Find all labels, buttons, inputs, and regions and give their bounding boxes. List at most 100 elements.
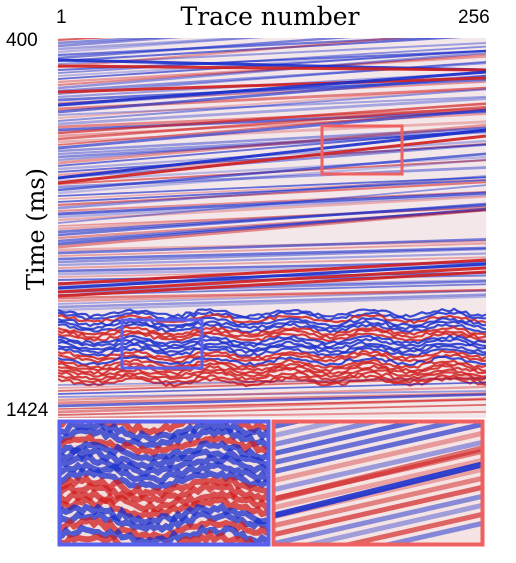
reflector — [58, 293, 486, 309]
strong-reflector — [58, 128, 486, 180]
blue-inset-frame — [57, 419, 271, 547]
reflector — [58, 376, 486, 392]
reflector — [58, 126, 486, 153]
chaotic-event — [58, 432, 270, 458]
dipping-event — [272, 484, 484, 538]
strong-reflector — [58, 266, 486, 294]
reflector — [58, 319, 486, 331]
reflector — [58, 38, 463, 63]
reflector — [58, 404, 486, 416]
reflector — [58, 358, 486, 370]
chaotic-event — [58, 453, 270, 477]
blue-zoom-inset — [58, 420, 270, 546]
chaotic-event — [58, 426, 270, 450]
reflector — [58, 97, 486, 126]
reflector — [58, 322, 486, 334]
reflector — [58, 307, 486, 319]
reflector — [58, 328, 486, 340]
reflector — [58, 95, 486, 116]
chaotic-event — [58, 481, 270, 505]
reflector — [58, 256, 486, 269]
strong-reflector — [58, 70, 486, 107]
x-axis-title: Trace number — [180, 2, 360, 31]
reflector — [58, 184, 486, 224]
red-zoom-inset — [272, 420, 484, 546]
reflector — [58, 246, 486, 261]
reflector — [58, 193, 486, 219]
reflector — [58, 128, 486, 167]
strong-reflector — [58, 262, 486, 290]
reflector — [58, 381, 486, 395]
reflector — [58, 331, 486, 343]
strong-reflector — [58, 270, 486, 298]
reflector — [58, 143, 486, 180]
reflector — [58, 242, 486, 257]
reflector — [58, 397, 486, 414]
reflector — [58, 355, 486, 367]
reflector — [58, 343, 486, 355]
chaotic-event — [58, 420, 270, 443]
reflector — [58, 252, 486, 267]
chaotic-event — [58, 420, 270, 436]
reflector — [58, 38, 169, 45]
red-highlight-box — [320, 124, 404, 176]
reflector — [58, 178, 486, 200]
reflector — [58, 288, 486, 300]
reflector — [58, 53, 486, 86]
reflector — [58, 207, 486, 246]
dipping-event — [272, 493, 484, 546]
reflector — [58, 289, 486, 305]
reflector — [58, 410, 486, 418]
dipping-event — [331, 511, 484, 546]
chaotic-event — [58, 502, 270, 526]
reflector — [58, 190, 486, 212]
reflector — [58, 334, 486, 346]
reflector — [58, 152, 486, 192]
seismic-section — [58, 38, 486, 418]
reflector — [58, 38, 183, 48]
dipping-event — [272, 420, 354, 439]
dipping-event — [272, 457, 484, 511]
dipping-event — [272, 475, 484, 529]
reflector — [58, 38, 112, 41]
reflector — [58, 393, 486, 408]
time-end-label: 1424 — [6, 400, 49, 421]
reflector — [58, 158, 486, 195]
reflector — [58, 191, 486, 216]
reflector — [58, 105, 486, 141]
reflector — [58, 176, 486, 197]
chaotic-event — [58, 474, 270, 501]
reflector — [58, 86, 486, 119]
chaotic-event — [58, 440, 270, 462]
reflector — [58, 295, 486, 312]
reflector — [58, 247, 486, 264]
chaotic-event — [58, 460, 270, 485]
reflector — [58, 279, 486, 294]
reflector — [58, 123, 486, 165]
reflector — [58, 38, 265, 51]
reflector — [58, 195, 486, 222]
reflector — [58, 208, 486, 249]
reflector — [58, 238, 486, 255]
reflector — [58, 370, 486, 382]
last-trace-label: 256 — [458, 7, 490, 28]
reflector — [58, 325, 486, 337]
time-start-label: 400 — [6, 30, 38, 51]
dipping-event — [272, 439, 484, 493]
reflector — [58, 385, 486, 402]
reflector — [58, 361, 486, 373]
dipping-event — [272, 420, 434, 457]
reflector — [58, 179, 486, 203]
chaotic-event — [58, 510, 270, 534]
chaotic-event — [58, 445, 270, 471]
reflector — [58, 367, 486, 379]
chaotic-event — [58, 495, 270, 521]
reflector — [58, 74, 486, 114]
strong-reflector — [58, 64, 486, 72]
strong-reflector — [58, 134, 486, 185]
strong-reflector — [58, 76, 486, 94]
reflector — [58, 313, 486, 325]
chaotic-event — [58, 524, 270, 546]
reflector — [58, 346, 486, 357]
